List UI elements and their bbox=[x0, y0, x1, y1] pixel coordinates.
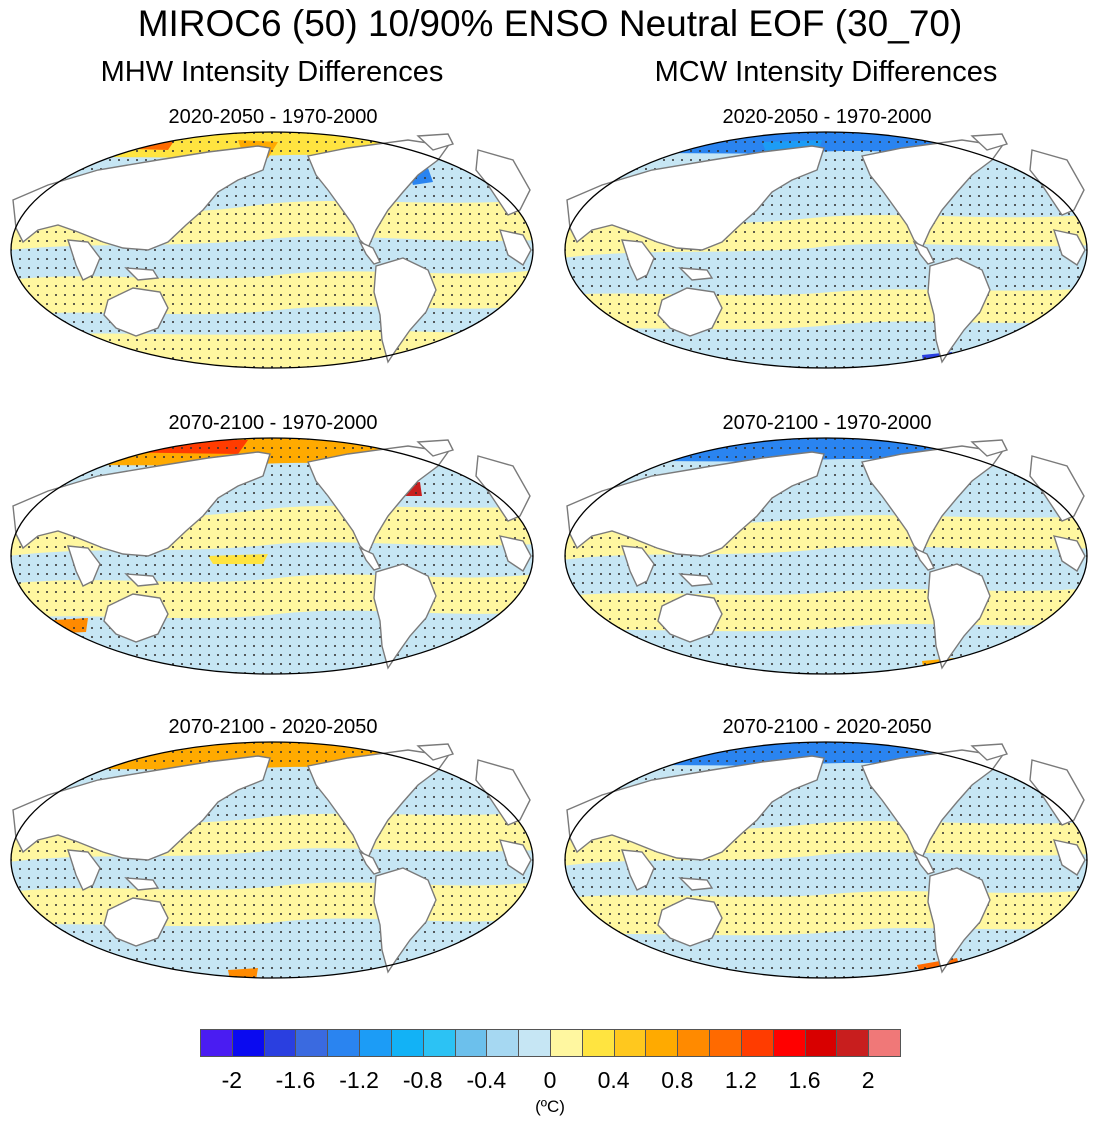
colorbar-units: (ºC) bbox=[535, 1097, 565, 1116]
map-panel-mcw-2020-2050: 2020-2050 - 1970-2000 bbox=[562, 104, 1092, 380]
colorbar-box bbox=[390, 1029, 424, 1057]
map-panel-mcw-2070-2020: 2070-2100 - 2020-2050 bbox=[562, 714, 1092, 990]
colorbar-box bbox=[677, 1029, 711, 1057]
panel-title: 2070-2100 - 2020-2050 bbox=[722, 716, 932, 738]
colorbar-tick-label: -2 bbox=[221, 1067, 243, 1093]
colorbar-tick-label: 1.2 bbox=[724, 1067, 757, 1093]
map-panel-mhw-2020-2050: 2020-2050 - 1970-2000 bbox=[8, 104, 538, 380]
colorbar-box bbox=[645, 1029, 679, 1057]
map-plot bbox=[564, 741, 1088, 979]
colorbar-box bbox=[613, 1029, 647, 1057]
column-title-mhw: MHW Intensity Differences bbox=[100, 56, 444, 88]
map-plot bbox=[10, 131, 534, 369]
colorbar-box bbox=[804, 1029, 838, 1057]
map-panel-mcw-2070-2100: 2070-2100 - 1970-2000 bbox=[562, 410, 1092, 686]
colorbar-box bbox=[486, 1029, 520, 1057]
colorbar-tick-label: -1.2 bbox=[339, 1067, 379, 1093]
colorbar-box bbox=[263, 1029, 297, 1057]
map-panel-mhw-2070-2020: 2070-2100 - 2020-2050 bbox=[8, 714, 538, 990]
colorbar bbox=[200, 1029, 901, 1059]
colorbar-box bbox=[740, 1029, 774, 1057]
column-title-mcw: MCW Intensity Differences bbox=[654, 56, 998, 88]
colorbar-tick-label: 2 bbox=[861, 1067, 875, 1093]
colorbar-tick-label: -0.8 bbox=[402, 1067, 443, 1093]
colorbar-box bbox=[772, 1029, 806, 1057]
colorbar-box bbox=[836, 1029, 870, 1057]
map-plot bbox=[10, 437, 534, 675]
panel-title: 2020-2050 - 1970-2000 bbox=[722, 106, 932, 128]
colorbar-box bbox=[200, 1029, 233, 1057]
colorbar-box bbox=[295, 1029, 329, 1057]
colorbar-tick-label: -1.6 bbox=[275, 1067, 316, 1093]
colorbar-box bbox=[518, 1029, 551, 1057]
map-plot bbox=[564, 131, 1088, 369]
colorbar-tick-label: -0.4 bbox=[466, 1067, 507, 1093]
colorbar-tick-label: 1.6 bbox=[788, 1067, 821, 1093]
panel-title: 2070-2100 - 1970-2000 bbox=[168, 412, 378, 434]
colorbar-tick-label: 0.8 bbox=[661, 1067, 694, 1093]
panel-title: 2020-2050 - 1970-2000 bbox=[168, 106, 378, 128]
colorbar-box bbox=[709, 1029, 742, 1057]
colorbar-tick-label: 0.4 bbox=[597, 1067, 630, 1093]
colorbar-box bbox=[581, 1029, 615, 1057]
map-panel-mhw-2070-2100: 2070-2100 - 1970-2000 bbox=[8, 410, 538, 686]
colorbar-tick-label: 0 bbox=[543, 1067, 557, 1093]
map-plot bbox=[564, 437, 1088, 675]
colorbar-box bbox=[359, 1029, 392, 1057]
panel-title: 2070-2100 - 1970-2000 bbox=[722, 412, 932, 434]
colorbar-box bbox=[454, 1029, 488, 1057]
colorbar-box bbox=[327, 1029, 361, 1057]
colorbar-box bbox=[550, 1029, 583, 1057]
colorbar-box bbox=[231, 1029, 265, 1057]
map-plot bbox=[10, 741, 534, 979]
figure-title: MIROC6 (50) 10/90% ENSO Neutral EOF (30_… bbox=[137, 3, 963, 44]
colorbar-box bbox=[422, 1029, 456, 1057]
colorbar-box bbox=[868, 1029, 901, 1057]
panel-title: 2070-2100 - 2020-2050 bbox=[168, 716, 378, 738]
